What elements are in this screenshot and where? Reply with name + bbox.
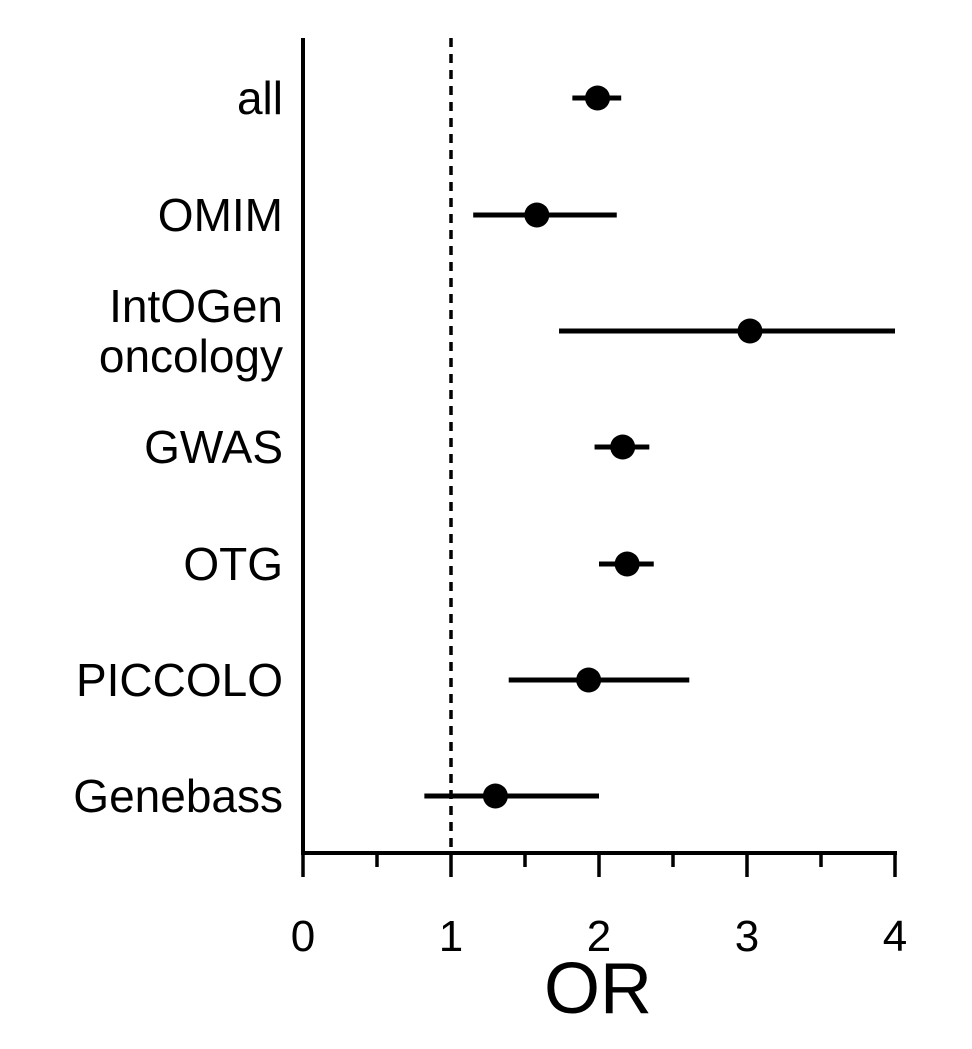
axes: [301, 38, 897, 877]
category-label: PICCOLO: [76, 654, 283, 706]
category-label-line: all: [237, 72, 283, 124]
x-tick-label: 3: [735, 912, 759, 961]
category-label-line: IntOGen: [109, 280, 283, 332]
or-point: [524, 202, 550, 228]
or-point: [482, 783, 508, 809]
category-label: OTG: [183, 538, 283, 590]
or-point: [585, 85, 611, 111]
category-label: all: [237, 72, 283, 124]
category-labels: all OMIM IntOGen oncology GWAS OTG PICCOLO Gene…: [73, 72, 283, 822]
category-label-line: PICCOLO: [76, 654, 283, 706]
category-label: OMIM: [158, 189, 283, 241]
or-point: [576, 667, 602, 693]
tick-labels: 0 1 2 3 4: [291, 912, 907, 961]
confidence-intervals: [424, 95, 895, 799]
or-point: [737, 318, 763, 344]
or-point: [614, 551, 640, 577]
category-label-line: Genebass: [73, 770, 283, 822]
category-label-line: OMIM: [158, 189, 283, 241]
category-label-line: GWAS: [144, 421, 283, 473]
estimate-points: [482, 85, 763, 809]
category-label: Genebass: [73, 770, 283, 822]
x-tick-label: 2: [587, 912, 611, 961]
x-tick-label: 0: [291, 912, 315, 961]
x-tick-label: 1: [439, 912, 463, 961]
category-label-line: OTG: [183, 538, 283, 590]
x-axis-title: OR: [544, 949, 652, 1029]
category-label-line: oncology: [99, 330, 283, 382]
x-tick-label: 4: [883, 912, 907, 961]
or-point: [610, 434, 636, 460]
category-label: GWAS: [144, 421, 283, 473]
category-label: IntOGen oncology: [99, 280, 283, 382]
